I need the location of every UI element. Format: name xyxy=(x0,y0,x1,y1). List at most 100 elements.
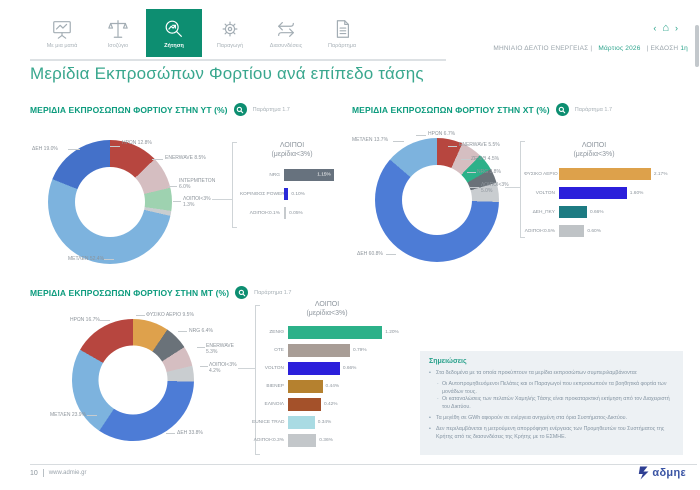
next-page-chevron[interactable]: › xyxy=(675,23,678,33)
appendix-link[interactable]: Παράρτημα 1.7 xyxy=(252,106,290,113)
bar-row: ΖΕΝΙΘ 1.20% xyxy=(252,326,422,340)
leader-line xyxy=(470,187,479,188)
loipoi-connector xyxy=(505,187,520,188)
bar-row: ΔΕΗ_ΠΚΥ 0.66% xyxy=(524,206,694,219)
page-number: 10 xyxy=(30,469,38,477)
bar-viener xyxy=(288,380,323,394)
bar-row: ΕΛΙΝΟΙΛ 0.42% xyxy=(252,398,422,412)
tab-at-a-glance[interactable]: Με μια ματιά xyxy=(34,9,90,57)
tab-label: Με μια ματιά xyxy=(46,42,78,49)
donut-label: ΛΟΙΠΟΙ<3% 1.3% xyxy=(183,196,211,209)
footer-separator xyxy=(42,469,44,477)
tab-label: Ζήτηση xyxy=(164,42,184,49)
nav-divider xyxy=(30,59,446,61)
footer-left: 10 www.admie.gr xyxy=(30,469,86,477)
section-head-yt: ΜΕΡΙΔΙΑ ΕΚΠΡΟΣΩΠΩΝ ΦΟΡΤΙΟΥ ΣΤΗΝ ΥΤ (%) Π… xyxy=(30,103,290,116)
donut-label: ENERWAVE 8.5% xyxy=(165,155,206,161)
tab-label: Παράρτημα xyxy=(327,42,357,49)
tab-generation[interactable]: Παραγωγή xyxy=(202,9,258,57)
leader-line xyxy=(200,366,208,367)
donut-label: ΙΝΤΕΡΜΠΕΤΟΝ 6.0% xyxy=(179,178,216,191)
zoom-badge[interactable] xyxy=(233,103,247,116)
admie-logo-icon xyxy=(639,466,649,480)
note-item: Τα μεγέθη σε GWh αφορούν σε ενέργεια ανη… xyxy=(429,415,674,423)
donut-label: ENERWAVE 5.3% xyxy=(206,343,234,356)
zoom-badge[interactable] xyxy=(235,286,249,299)
donut-label: ΔΕΗ 60.8% xyxy=(357,251,383,257)
note-item: Δεν περιλαμβάνεται η μετρούμενη απορρόφη… xyxy=(429,426,674,441)
admie-logo: αδμηε xyxy=(638,466,686,480)
leader-line xyxy=(461,159,470,160)
magnifier-icon xyxy=(238,289,245,296)
leader-line xyxy=(168,186,177,187)
leader-line xyxy=(467,172,476,173)
bar-ote xyxy=(288,344,350,358)
prev-page-chevron[interactable]: ‹ xyxy=(653,23,657,33)
zoom-badge[interactable] xyxy=(555,103,569,116)
edition-label: ΕΚΔΟΣΗ xyxy=(650,45,679,52)
leader-line xyxy=(166,433,175,434)
top-nav: Με μια ματιά Ισοζύγιο Ζήτηση Παραγωγή Δι… xyxy=(34,9,370,57)
bulletin-month: Μάρτιος 2026 xyxy=(598,45,641,52)
page-title: Μερίδια Εκπροσώπων Φορτίου ανά επίπεδο τ… xyxy=(30,64,424,83)
leader-line xyxy=(416,135,426,136)
donut-label: ΗΡΩΝ 12.8% xyxy=(122,140,152,146)
donut-label: ΦΥΣΙΚΟ ΑΕΡΙΟ 9.5% xyxy=(146,312,194,318)
bar-row: ΛΟΙΠΟΙ<0.5% 0.60% xyxy=(524,225,694,238)
page-pager: ‹ ⌂ › xyxy=(653,22,678,34)
bar-loipoi-small xyxy=(559,225,585,238)
donut-chart-xt xyxy=(375,138,499,262)
bar-volton xyxy=(559,187,627,200)
loipoi-bracket xyxy=(520,141,525,238)
gear-icon xyxy=(222,21,238,36)
donut-label: ΗΡΩΝ 6.7% xyxy=(428,131,456,137)
leader-line xyxy=(173,201,181,202)
bar-loipoi-small xyxy=(288,434,317,448)
loipoi-bracket xyxy=(255,305,260,455)
home-icon[interactable]: ⌂ xyxy=(662,22,669,34)
bulletin-meta: ΜΗΝΙΑΙΟ ΔΕΛΤΙΟ ΕΝΕΡΓΕΙΑΣ | Μάρτιος 2026 … xyxy=(493,45,688,52)
bar-row: ΒΙΕΝΕΡ 0.44% xyxy=(252,380,422,394)
bar-dei-pky xyxy=(559,206,587,219)
bar-volton xyxy=(288,362,340,376)
bar-row: ΛΟΙΠΟΙ<0.1% 0.05% xyxy=(240,207,344,220)
scrollbar-thumb[interactable] xyxy=(695,25,699,67)
bar-chart-yt-loipoi: ΛΟΙΠΟΙ (μερίδια<3%) NRG 1.15% ΚΟΡΙΝΘΟΣ PO… xyxy=(240,141,344,220)
bar-korinthos-power xyxy=(284,188,289,201)
bar-zenith xyxy=(288,326,383,340)
leader-line xyxy=(178,331,187,332)
bar-chart-mt-loipoi: ΛΟΙΠΟΙ (μερίδια<3%) ΖΕΝΙΘ 1.20% ΟΤΕ 0.79%… xyxy=(252,300,422,448)
donut-label: ΔΕΗ 33.8% xyxy=(177,430,203,436)
leader-line xyxy=(386,254,396,255)
tab-demand[interactable]: Ζήτηση xyxy=(146,9,202,57)
magnifier-chart-icon xyxy=(165,20,182,37)
bar-fysiko-aerio xyxy=(559,168,651,181)
donut-label: NRG 3.8% xyxy=(477,169,501,175)
appendix-link[interactable]: Παράρτημα 1.7 xyxy=(574,106,613,113)
leader-line xyxy=(136,315,145,316)
donut-label: ΖΕΝΙΘ 4.5% xyxy=(471,156,500,162)
site-link[interactable]: www.admie.gr xyxy=(48,470,87,476)
document-icon xyxy=(336,19,350,38)
tab-appendix[interactable]: Παράρτημα xyxy=(314,9,370,57)
leader-line xyxy=(87,415,97,416)
leader-line xyxy=(104,259,114,260)
leader-line xyxy=(152,159,163,160)
donut-label: ΛΟΙΠΟΙ<3% 5.0% xyxy=(481,182,509,195)
bar-row: VOLTON 0.66% xyxy=(252,362,422,376)
magnifier-icon xyxy=(558,106,566,113)
tab-interconnections[interactable]: Διασυνδέσεις xyxy=(258,9,314,57)
section-title-mt: ΜΕΡΙΔΙΑ ΕΚΠΡΟΣΩΠΩΝ ΦΟΡΤΙΟΥ ΣΤΗΝ ΜΤ (%) xyxy=(30,287,230,298)
donut-label: ENERWAVE 5.5% xyxy=(459,142,500,148)
bar-row: ΚΟΡΙΝΘΟΣ POWER 0.10% xyxy=(240,188,344,201)
bar-row: ΦΥΣΙΚΟ ΑΕΡΙΟ 2.17% xyxy=(524,168,694,181)
bar-chart-xt-loipoi: ΛΟΙΠΟΙ (μερίδια<3%) ΦΥΣΙΚΟ ΑΕΡΙΟ 2.17% VO… xyxy=(524,141,694,238)
leader-line xyxy=(110,146,120,147)
appendix-link[interactable]: Παράρτημα 1.7 xyxy=(254,289,292,296)
donut-chart-yt xyxy=(48,140,172,264)
board-chart-icon xyxy=(53,20,71,39)
bar-chart-title: ΛΟΙΠΟΙ (μερίδια<3%) xyxy=(573,142,615,159)
leader-line xyxy=(100,320,110,321)
tab-balance[interactable]: Ισοζύγιο xyxy=(90,9,146,57)
